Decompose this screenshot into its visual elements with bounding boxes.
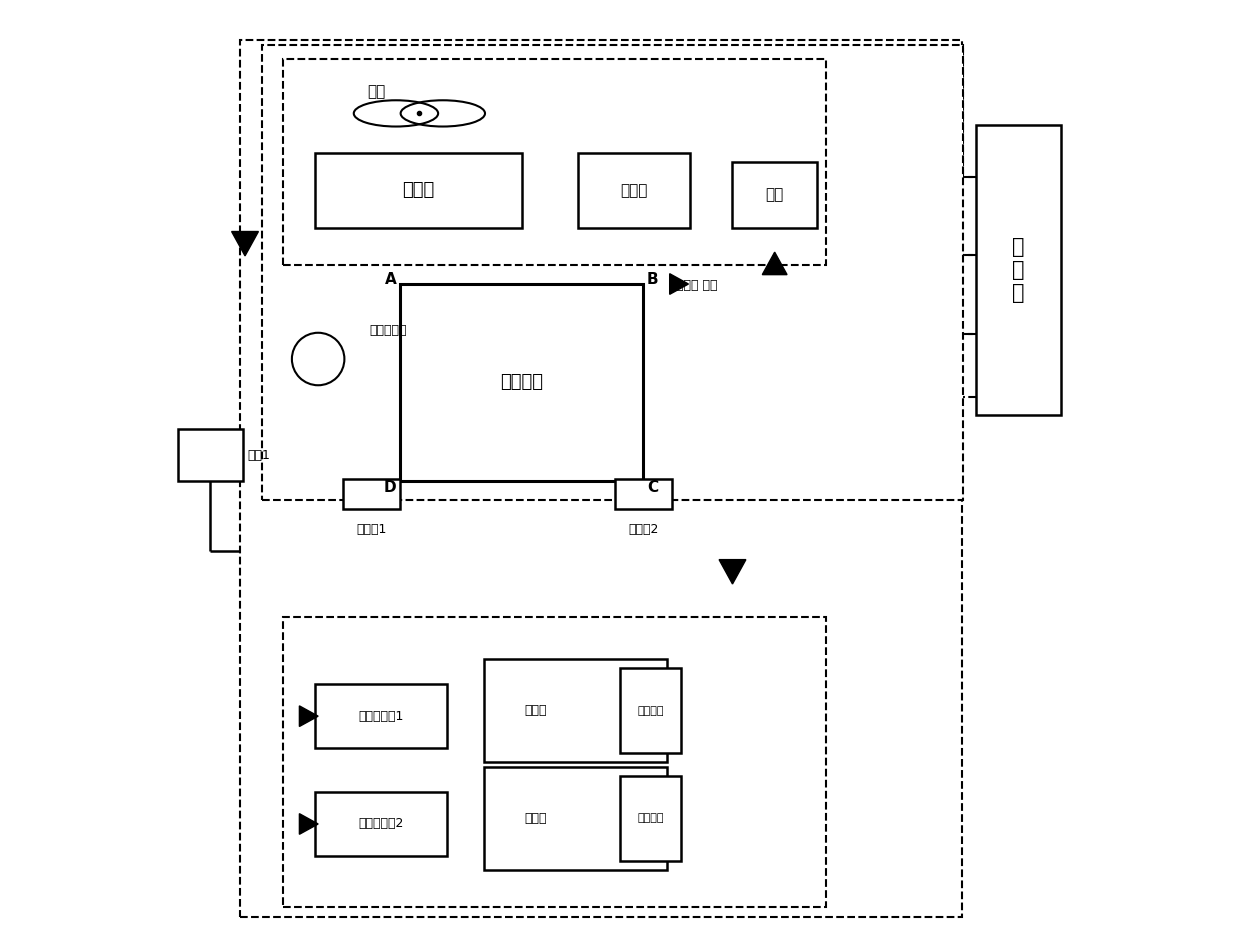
Bar bbox=[976, 124, 1060, 415]
Text: A: A bbox=[384, 272, 397, 287]
Text: 冷凝器: 冷凝器 bbox=[402, 181, 434, 199]
Bar bbox=[733, 162, 817, 228]
Text: 制冷剂 流向: 制冷剂 流向 bbox=[676, 279, 718, 292]
Text: 流量控制匶2: 流量控制匶2 bbox=[358, 818, 404, 831]
Text: 加热装置: 加热装置 bbox=[637, 705, 663, 716]
Bar bbox=[283, 617, 826, 907]
Text: 电子膨胀阀: 电子膨胀阀 bbox=[370, 324, 407, 338]
Bar bbox=[484, 767, 667, 869]
Polygon shape bbox=[232, 232, 258, 256]
Polygon shape bbox=[299, 814, 319, 835]
Polygon shape bbox=[719, 559, 746, 584]
Text: 电池筱: 电池筱 bbox=[525, 704, 547, 717]
Text: 流量控制儶1: 流量控制儶1 bbox=[358, 710, 404, 722]
Text: 加热装置: 加热装置 bbox=[637, 814, 663, 823]
Text: 水泵1: 水泵1 bbox=[248, 449, 270, 461]
Bar bbox=[241, 41, 962, 917]
Polygon shape bbox=[670, 273, 688, 294]
Text: 传感刨2: 传感刨2 bbox=[629, 523, 658, 537]
Bar bbox=[262, 45, 963, 500]
Bar bbox=[615, 479, 672, 509]
Text: D: D bbox=[384, 480, 397, 495]
Bar bbox=[484, 659, 667, 762]
Polygon shape bbox=[763, 252, 787, 274]
Bar bbox=[315, 792, 446, 856]
Text: 传感刨1: 传感刨1 bbox=[356, 523, 387, 537]
Bar bbox=[620, 776, 681, 861]
Bar bbox=[620, 669, 681, 753]
Text: 电池筱: 电池筱 bbox=[525, 812, 547, 825]
Bar bbox=[578, 153, 691, 228]
Text: C: C bbox=[647, 480, 658, 495]
Bar bbox=[315, 685, 446, 748]
Polygon shape bbox=[299, 706, 319, 726]
Bar bbox=[343, 479, 399, 509]
Bar bbox=[283, 59, 826, 265]
Text: 热交换器: 热交换器 bbox=[500, 373, 543, 391]
Text: 水筱: 水筱 bbox=[765, 188, 784, 203]
Text: 控
制
器: 控 制 器 bbox=[1012, 237, 1024, 303]
Text: 压缩机: 压缩机 bbox=[620, 183, 647, 198]
Bar bbox=[315, 153, 522, 228]
Text: B: B bbox=[647, 272, 658, 287]
Text: 风机: 风机 bbox=[367, 84, 386, 99]
Bar bbox=[399, 284, 644, 481]
Bar bbox=[177, 429, 243, 481]
